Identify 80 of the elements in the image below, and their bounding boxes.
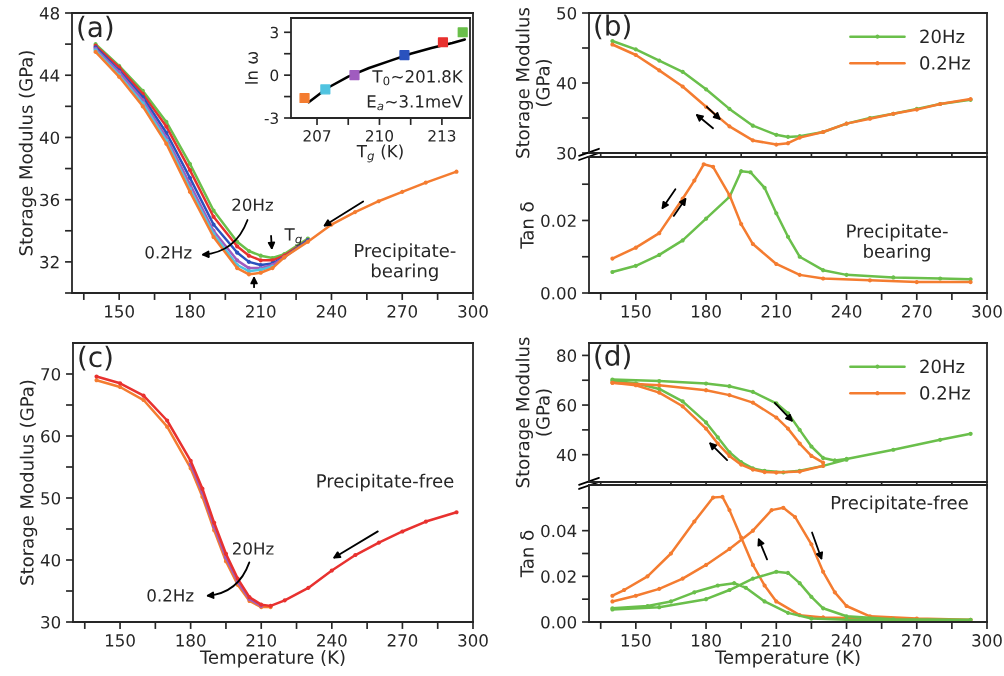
annotation: E$_{a}$~3.1meV [367,95,463,111]
y-tick-label: 40 [40,553,61,567]
y-tick-label: 40 [556,448,577,462]
y-tick-label: 3 [270,26,278,39]
annotation: 0.2Hz [147,589,194,602]
x-tick-label: 210 [246,634,277,647]
y-tick-label: 50 [557,6,577,20]
y-tick-label: 0.00 [541,615,577,629]
x-tick-label: 210 [761,305,792,318]
x-tick-label: 300 [972,634,1002,647]
y-tick-label: 32 [40,255,59,269]
y-axis-title: Storage Modulus (GPa) [515,7,552,158]
y-tick-label: 44 [39,69,60,82]
y-axis-title: Storage Modulus (GPa) [19,380,38,585]
annotation: Precipitate-free [317,473,454,492]
y-tick-label: 0.02 [541,570,576,583]
annotation: 0.2Hz [145,246,192,259]
y-axis-title: ln ω [245,51,258,84]
annotation: 20Hz [232,542,274,555]
legend-label: 20Hz [920,359,965,374]
y-tick-label: 0.00 [541,286,577,300]
annotation: T$_{0}$~201.8K [372,70,464,86]
annotation: 20Hz [232,198,273,212]
x-tick-label: 150 [621,634,651,647]
x-tick-label: 210 [761,634,792,647]
y-tick-label: 0.04 [541,524,577,538]
y-tick-label: 80 [557,349,577,362]
x-tick-label: 300 [458,305,488,318]
y-tick-label: 60 [557,399,577,412]
annotation: (c) [79,345,112,371]
x-tick-label: 240 [831,634,862,647]
y-tick-label: 60 [41,429,61,443]
x-tick-label: 180 [175,305,205,318]
annotation: Precipitate-free [831,495,968,513]
y-tick-label: 30 [41,615,61,629]
legend-label: 0.2Hz [920,56,970,70]
y-axis-title: Tan δ [520,530,534,578]
y-axis-title: Tan δ [520,202,534,249]
y-axis-title: Storage Modulus (GPa) [515,337,552,488]
x-axis-title: T$_{g}$ (K) [356,144,403,163]
y-tick-label: 30 [557,146,577,160]
y-tick-label: 0 [270,69,279,82]
x-tick-label: 300 [972,305,1002,318]
y-tick-label: 70 [41,367,61,381]
annotation: Precipitate- bearing [355,243,456,282]
x-tick-label: 210 [246,305,276,318]
x-tick-label: 270 [902,634,932,647]
x-tick-label: 270 [387,305,418,318]
annotation: Precipitate- bearing [847,223,948,262]
y-tick-label: 0.02 [541,214,576,228]
y-tick-label: 50 [41,491,61,505]
annotation: (a) [78,15,113,41]
x-tick-label: 240 [831,305,862,318]
x-tick-label: 150 [621,305,651,318]
annotation: T$_{g}$ [284,228,302,246]
annotation: (d) [595,344,630,370]
x-tick-label: 300 [458,634,488,647]
x-tick-label: 240 [317,634,347,647]
x-tick-label: 210 [366,130,394,142]
y-axis-title: Storage Modulus (GPa) [18,51,37,256]
y-tick-label: 48 [39,6,60,20]
y-tick-label: 36 [40,193,60,207]
x-tick-label: 213 [428,130,456,142]
x-tick-label: 180 [176,634,206,647]
x-tick-label: 270 [902,305,932,318]
x-tick-label: 180 [691,305,721,318]
annotation: (b) [595,14,630,40]
legend-label: 20Hz [920,29,965,44]
x-tick-label: 150 [105,634,135,647]
x-tick-label: 180 [691,634,721,647]
x-tick-label: 150 [105,305,134,318]
legend-label: 0.2Hz [920,386,970,400]
x-axis-title: Temperature (K) [714,649,860,668]
y-tick-label: 40 [39,131,60,145]
x-axis-title: Temperature (K) [199,649,345,668]
x-tick-label: 240 [316,305,347,318]
y-tick-label: -3 [264,112,278,125]
y-tick-label: 40 [556,76,577,90]
x-tick-label: 270 [387,634,418,647]
x-tick-label: 207 [303,130,331,142]
